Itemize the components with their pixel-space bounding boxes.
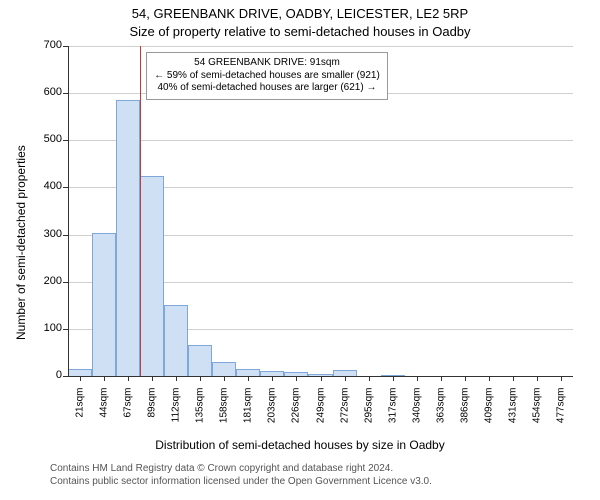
y-tick-label: 200 (22, 275, 62, 287)
chart-root: 54, GREENBANK DRIVE, OADBY, LEICESTER, L… (0, 0, 600, 500)
x-tick-label: 21sqm (75, 388, 86, 438)
footer-line-2: Contains public sector information licen… (50, 475, 432, 488)
x-tick-label: 226sqm (291, 388, 302, 438)
x-tick-label: 386sqm (459, 388, 470, 438)
footer-line-1: Contains HM Land Registry data © Crown c… (50, 462, 432, 475)
y-axis-line (68, 46, 69, 376)
x-axis-line (68, 376, 573, 377)
highlight-line (140, 46, 141, 376)
x-tick-label: 409sqm (483, 388, 494, 438)
y-tick-label: 100 (22, 322, 62, 334)
legend-line-2: ← 59% of semi-detached houses are smalle… (154, 70, 380, 83)
x-tick-label: 295sqm (363, 388, 374, 438)
footer-text: Contains HM Land Registry data © Crown c… (50, 462, 432, 488)
x-tick-label: 477sqm (555, 388, 566, 438)
x-tick-label: 431sqm (507, 388, 518, 438)
grid-line (68, 46, 573, 47)
bar (116, 100, 140, 376)
x-tick-label: 340sqm (411, 388, 422, 438)
x-tick-label: 363sqm (435, 388, 446, 438)
bar (92, 233, 116, 376)
chart-title-1: 54, GREENBANK DRIVE, OADBY, LEICESTER, L… (0, 6, 600, 21)
bar (140, 176, 164, 376)
x-tick-label: 67sqm (123, 388, 134, 438)
legend-line-1: 54 GREENBANK DRIVE: 91sqm (154, 57, 380, 70)
y-axis-title: Number of semi-detached properties (14, 145, 28, 340)
y-tick-label: 300 (22, 228, 62, 240)
x-tick-label: 135sqm (195, 388, 206, 438)
y-tick-label: 0 (22, 369, 62, 381)
x-tick-label: 112sqm (171, 388, 182, 438)
y-tick-label: 700 (22, 39, 62, 51)
x-tick-label: 44sqm (99, 388, 110, 438)
x-tick-label: 317sqm (387, 388, 398, 438)
y-tick-label: 500 (22, 133, 62, 145)
x-tick-label: 181sqm (243, 388, 254, 438)
bar (164, 305, 188, 376)
chart-title-2: Size of property relative to semi-detach… (0, 24, 600, 39)
x-tick-label: 454sqm (531, 388, 542, 438)
y-tick-label: 400 (22, 180, 62, 192)
x-tick-label: 89sqm (147, 388, 158, 438)
legend-box: 54 GREENBANK DRIVE: 91sqm ← 59% of semi-… (146, 52, 388, 100)
x-tick-label: 272sqm (339, 388, 350, 438)
bar (212, 362, 236, 376)
x-tick-label: 158sqm (219, 388, 230, 438)
x-tick-label: 203sqm (267, 388, 278, 438)
x-axis-title: Distribution of semi-detached houses by … (0, 438, 600, 452)
grid-line (68, 140, 573, 141)
bar (68, 369, 92, 376)
y-tick-label: 600 (22, 86, 62, 98)
legend-line-3: 40% of semi-detached houses are larger (… (154, 82, 380, 95)
bar (188, 345, 212, 376)
x-tick-label: 249sqm (315, 388, 326, 438)
bar (236, 369, 260, 376)
